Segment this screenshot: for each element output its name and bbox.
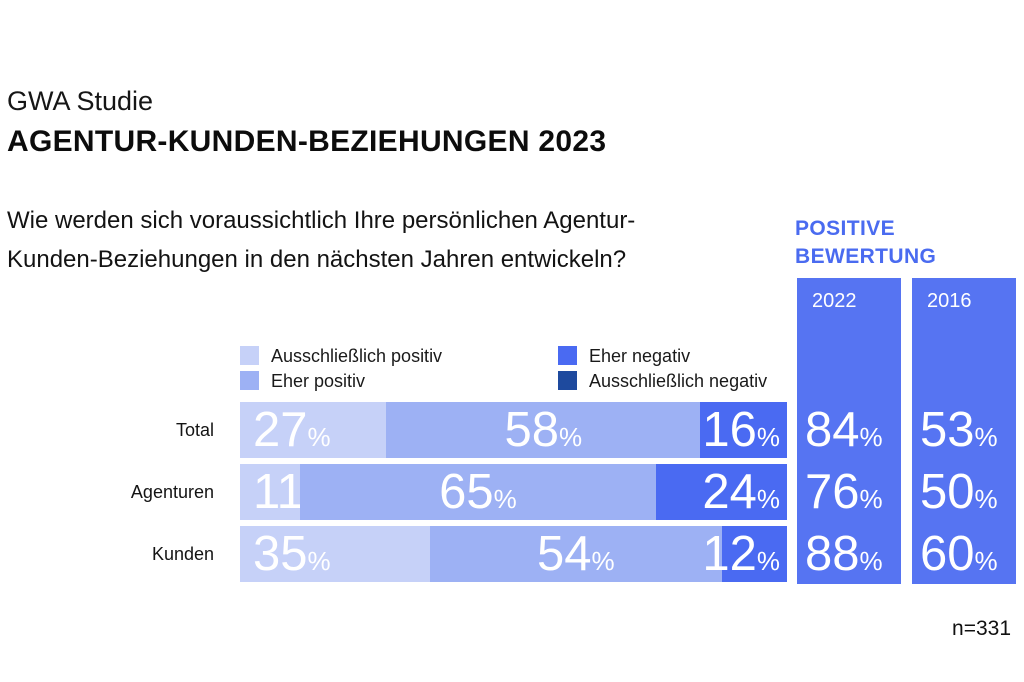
positive-heading-line1: POSITIVE <box>795 217 896 240</box>
positive-2016-kunden: 60% <box>920 527 998 581</box>
sample-size-note: n=331 <box>952 617 1011 640</box>
study-kicker: GWA Studie <box>7 86 154 116</box>
segment-kunden-eher-positiv: 54% <box>429 526 722 582</box>
column-year-2016: 2016 <box>927 290 972 312</box>
positive-2022-kunden: 88% <box>805 527 883 581</box>
stacked-bar-kunden: 35% 54% 12% <box>240 526 787 582</box>
positive-2022-agenturen: 76% <box>805 465 883 519</box>
segment-agenturen-eher-positiv: 65% <box>300 464 656 520</box>
segment-agenturen-eher-negativ: 24% <box>655 464 787 520</box>
column-year-2022: 2022 <box>812 290 857 312</box>
survey-question-line1: Wie werden sich voraussichtlich Ihre per… <box>7 207 636 234</box>
positive-2016-total: 53% <box>920 403 998 457</box>
stacked-bar-total: 27% 58% 16% <box>240 402 788 458</box>
legend-swatch-ausschliesslich-positiv <box>240 346 259 365</box>
segment-value: 27% <box>253 403 331 457</box>
positive-bewertung-heading: POSITIVE BEWERTUNG <box>795 215 936 271</box>
legend-swatch-ausschliesslich-negativ <box>558 371 577 390</box>
segment-kunden-ausschliesslich-positiv: 35% <box>240 526 430 582</box>
segment-value: 24% <box>702 465 780 519</box>
segment-value: 12% <box>702 527 780 581</box>
legend-swatch-eher-negativ <box>558 346 577 365</box>
stacked-bar-agenturen: 11% 65% 24% <box>240 464 787 520</box>
row-label-kunden: Kunden <box>151 544 214 564</box>
segment-kunden-eher-negativ: 12% <box>702 526 787 582</box>
row-label-agenturen: Agenturen <box>130 482 214 502</box>
legend-label-ausschliesslich-negativ: Ausschließlich negativ <box>589 371 768 391</box>
legend-label-eher-positiv: Eher positiv <box>271 371 366 391</box>
page-title: AGENTUR-KUNDEN-BEZIEHUNGEN 2023 <box>7 125 607 158</box>
legend-label-eher-negativ: Eher negativ <box>589 346 691 366</box>
segment-total-eher-negativ: 16% <box>700 402 788 458</box>
segment-total-ausschliesslich-positiv: 27% <box>240 402 387 458</box>
segment-total-eher-positiv: 58% <box>386 402 701 458</box>
legend-swatch-eher-positiv <box>240 371 259 390</box>
positive-column-2022: 2022 84% 76% 88% <box>797 278 901 584</box>
positive-heading-line2: BEWERTUNG <box>795 245 937 268</box>
segment-value: 65% <box>439 465 517 519</box>
survey-question: Wie werden sich voraussichtlich Ihre per… <box>7 201 635 279</box>
segment-agenturen-ausschliesslich-positiv: 11% <box>240 464 327 520</box>
segment-value: 54% <box>536 527 615 581</box>
segment-value: 58% <box>504 403 583 457</box>
positive-column-2016: 2016 53% 50% 60% <box>912 278 1016 584</box>
segment-value: 16% <box>702 403 781 457</box>
survey-question-line2: Kunden-Beziehungen in den nächsten Jahre… <box>7 246 627 273</box>
row-label-total: Total <box>175 420 214 440</box>
segment-value: 35% <box>253 527 331 581</box>
positive-2022-total: 84% <box>805 403 883 457</box>
legend-label-ausschliesslich-positiv: Ausschließlich positiv <box>271 346 443 366</box>
positive-2016-agenturen: 50% <box>920 465 998 519</box>
